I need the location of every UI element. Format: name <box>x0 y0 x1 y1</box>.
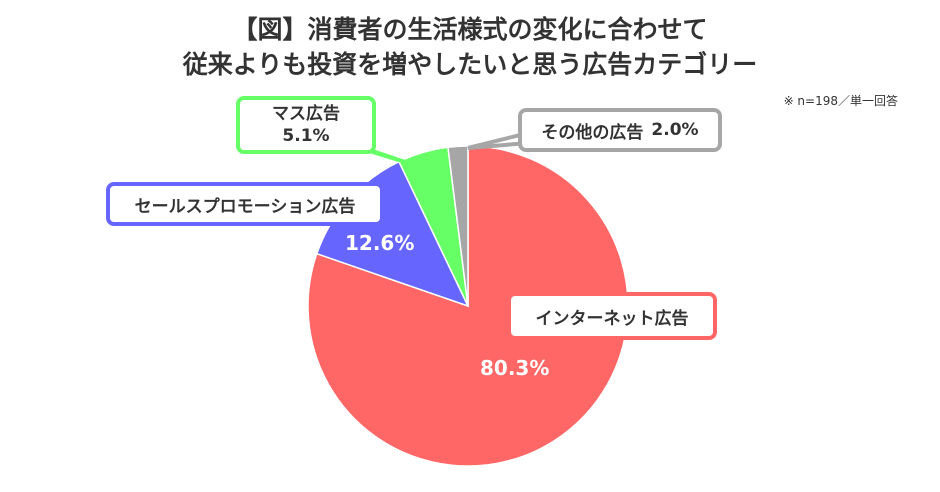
value-sales-promo: 12.6% <box>345 231 415 255</box>
label-mass-value: 5.1% <box>282 126 330 146</box>
label-internet: インターネット広告 <box>507 292 717 340</box>
label-mass: マス広告 5.1% <box>236 96 376 154</box>
label-other-value: 2.0% <box>651 120 699 140</box>
label-other: その他の広告 2.0% <box>518 108 722 152</box>
value-internet: 80.3% <box>480 356 550 380</box>
label-other-name: その他の広告 <box>541 122 644 143</box>
chart-title-line1: 【図】消費者の生活様式の変化に合わせて <box>232 15 708 44</box>
chart-title-line2: 従来よりも投資を増やしたいと思う広告カテゴリー <box>182 50 758 79</box>
label-mass-name: マス広告 <box>272 104 340 124</box>
label-sales-promo: セールスプロモーション広告 <box>106 182 384 226</box>
sample-note: ※ n=198／単一回答 <box>783 94 898 108</box>
